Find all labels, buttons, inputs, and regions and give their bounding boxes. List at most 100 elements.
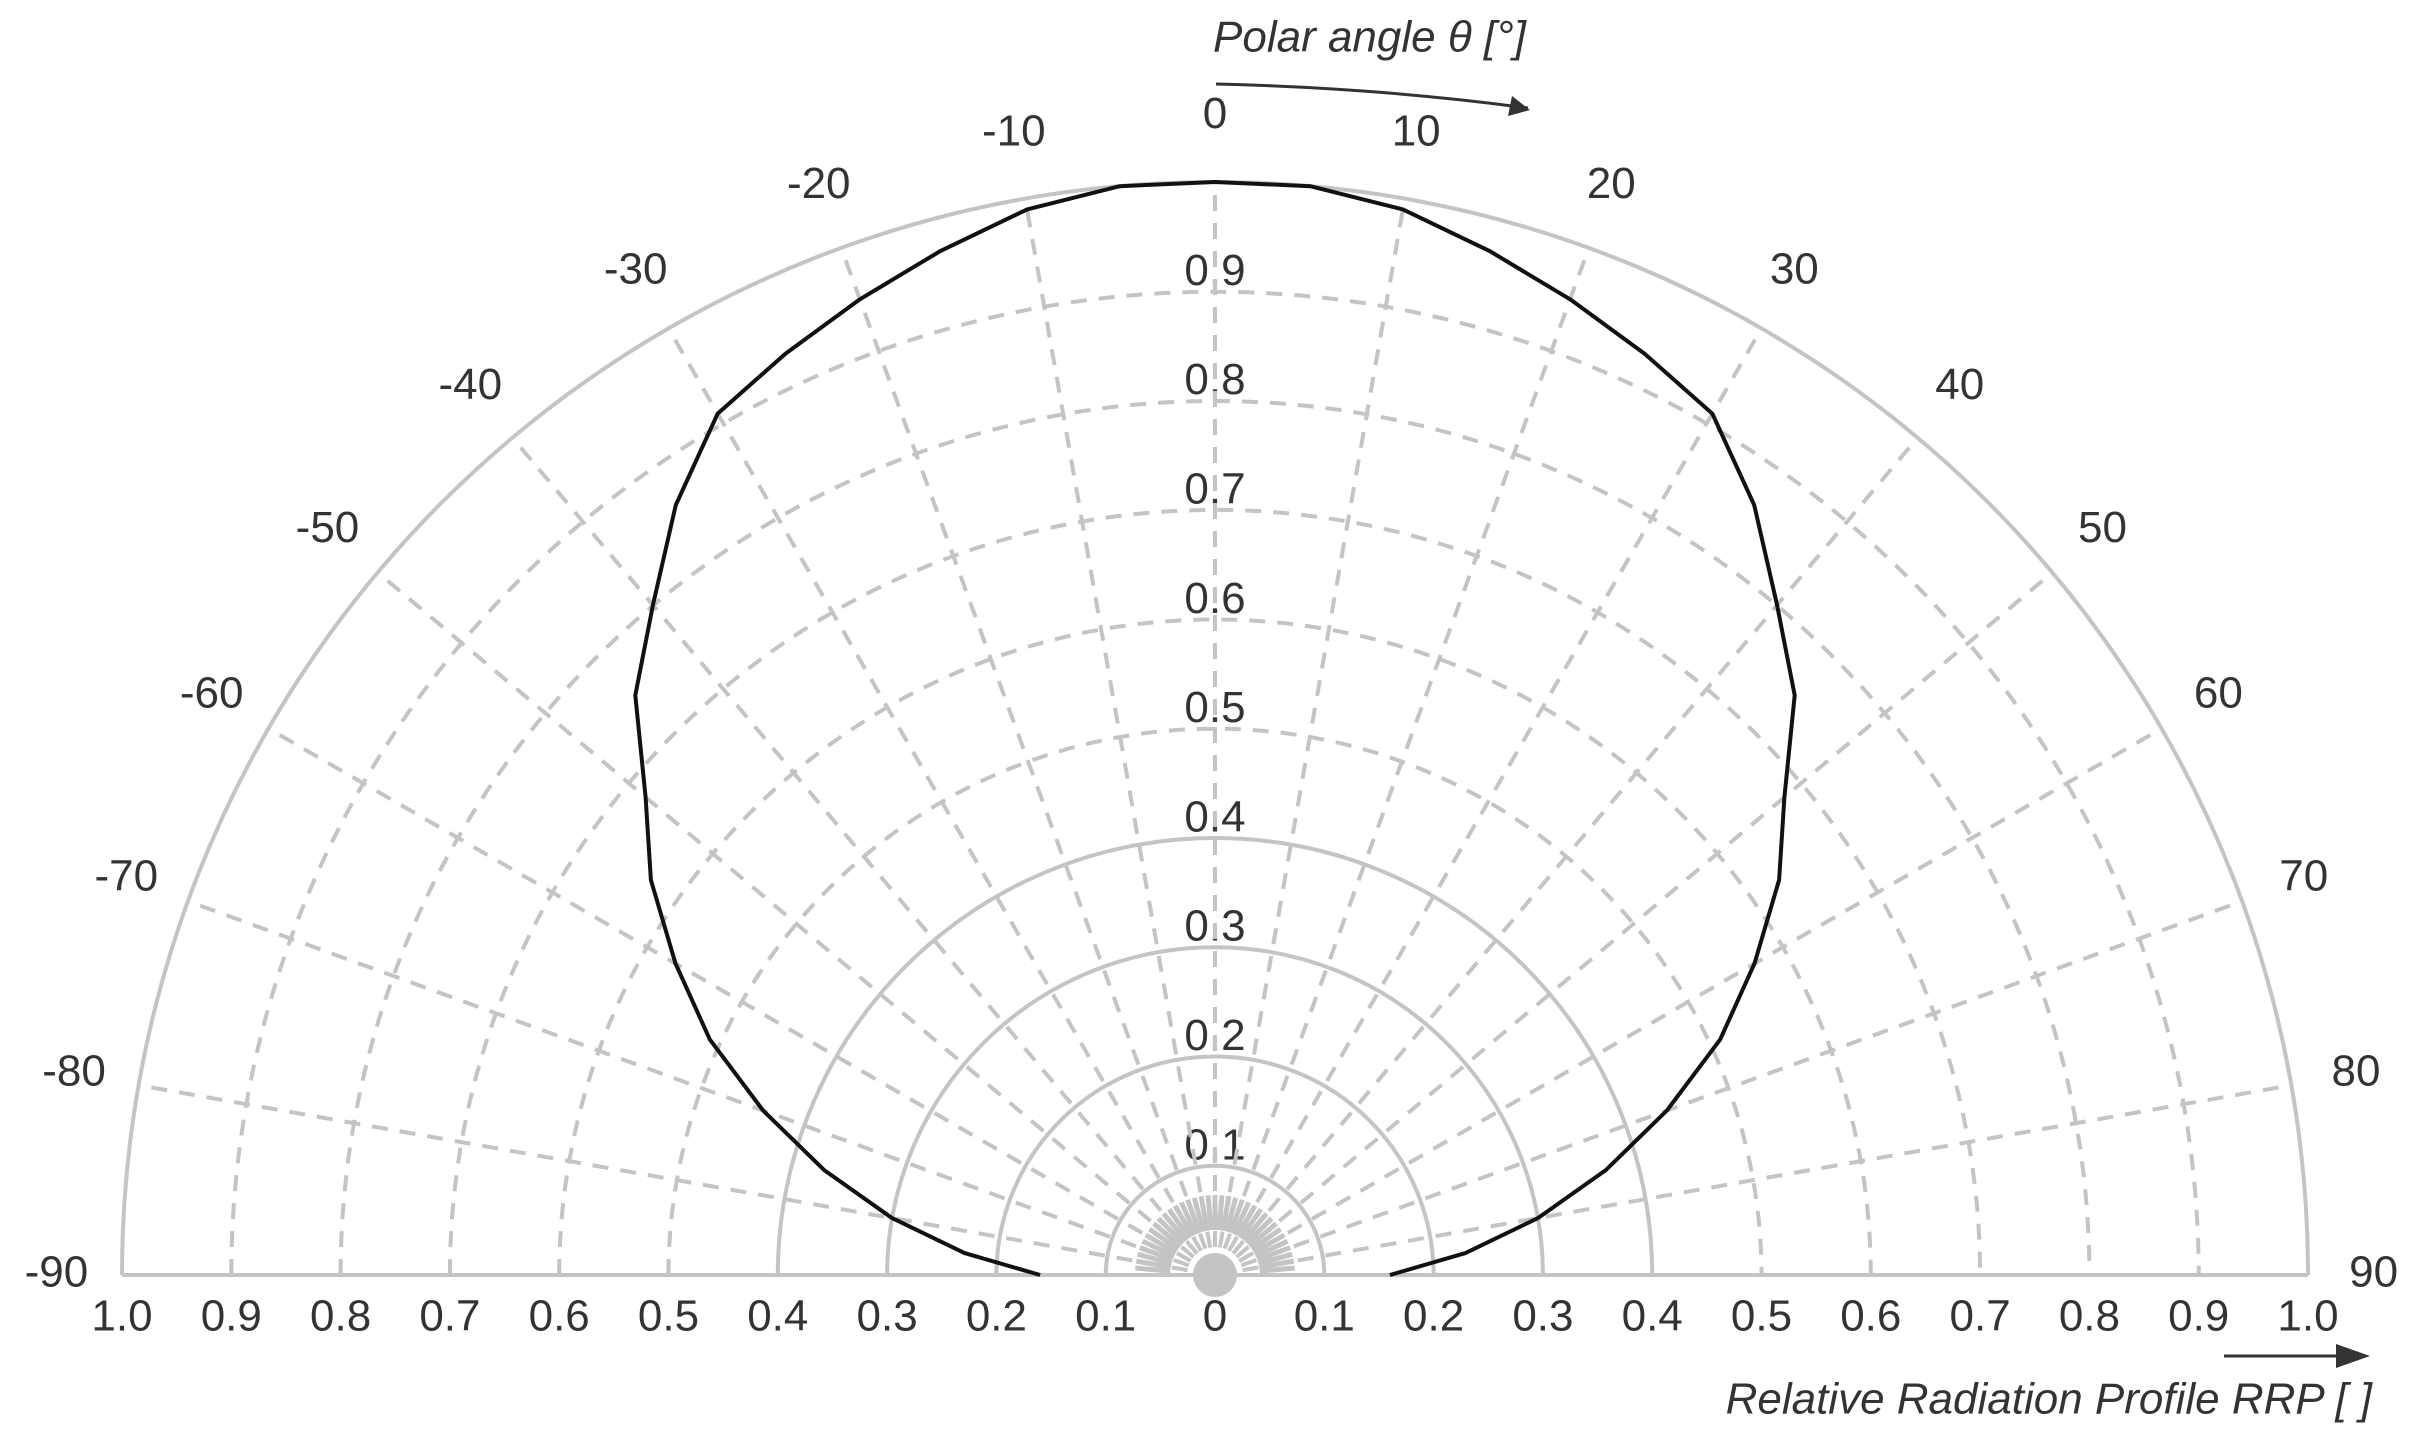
- angle-tick-label: 90: [2349, 1248, 2398, 1297]
- r-tick-label: 0.6: [1840, 1292, 1901, 1341]
- r-tick-label: 1.0: [2277, 1292, 2338, 1341]
- angle-tick-label: 80: [2332, 1046, 2381, 1095]
- rrp-curve: [633, 180, 1797, 1277]
- angle-tick-label: 20: [1587, 159, 1636, 208]
- angle-tick-label: 10: [1392, 107, 1441, 156]
- r-tick-label: 0.5: [638, 1292, 699, 1341]
- inner-spoke: [1185, 1198, 1202, 1234]
- angle-tick-label: -10: [982, 107, 1046, 156]
- inner-spoke: [1259, 1265, 1295, 1274]
- inner-spoke: [1245, 1216, 1274, 1245]
- radius-axis-title: Relative Radiation Profile RRP [ ]: [1726, 1375, 2374, 1424]
- inner-spoke: [1256, 1245, 1292, 1262]
- angle-tick-label: -90: [25, 1248, 89, 1297]
- r-tick-label: 0.2: [1403, 1292, 1464, 1341]
- angle-arrow: [1215, 82, 1529, 110]
- inner-spoke: [1137, 1251, 1173, 1266]
- inner-spoke: [1138, 1245, 1174, 1262]
- plot-area: [633, 180, 1797, 1277]
- r-tick-label: 0.7: [419, 1292, 480, 1341]
- inner-spoke: [1258, 1258, 1295, 1270]
- grid-circle: [994, 1054, 1436, 1276]
- angle-tick-label: 70: [2279, 851, 2328, 900]
- angle-tick-label: -20: [787, 159, 851, 208]
- grid-circle: [447, 507, 1983, 1276]
- grid-spoke: [376, 570, 1217, 1277]
- inner-spoke: [1161, 1212, 1188, 1243]
- inner-spoke: [1247, 1221, 1278, 1248]
- grid-spoke: [1213, 198, 1407, 1276]
- grid-spoke: [510, 436, 1217, 1277]
- grid-circle: [1103, 1163, 1327, 1276]
- inner-spoke: [1191, 1197, 1206, 1233]
- grid-spoke: [1213, 570, 2054, 1277]
- grid-circle: [666, 726, 1764, 1276]
- angle-tick-label: 40: [1935, 360, 1984, 409]
- inner-spoke: [1220, 1195, 1232, 1232]
- angle-tick-label: -60: [180, 668, 244, 717]
- grid-spoke: [187, 899, 1216, 1277]
- grid-spoke: [1213, 726, 2163, 1277]
- r-tick-label: 0.8: [310, 1292, 371, 1341]
- inner-spoke: [1172, 1204, 1195, 1238]
- grid-circle: [885, 945, 1545, 1276]
- grid-spoke: [1213, 247, 1591, 1276]
- r-tick-label: 1.0: [91, 1292, 152, 1341]
- grid-spoke: [666, 327, 1217, 1277]
- grid-spoke: [1023, 198, 1217, 1276]
- angle-tick-label: -70: [94, 851, 158, 900]
- r-tick-label: 0.1: [1075, 1292, 1136, 1341]
- inner-spoke: [1224, 1197, 1239, 1233]
- r-tick-label: 0.8: [2059, 1292, 2120, 1341]
- angle-tick-label: 50: [2078, 503, 2127, 552]
- inner-spoke: [1178, 1201, 1199, 1236]
- angle-tick-label: 0: [1203, 89, 1227, 138]
- angle-tick-label: -50: [296, 503, 360, 552]
- grid-spoke: [1214, 899, 2243, 1277]
- angle-tick-label: -80: [42, 1046, 106, 1095]
- inner-spoke: [1167, 1208, 1192, 1240]
- inner-spoke: [1235, 1204, 1258, 1238]
- grid-spoke: [839, 247, 1217, 1276]
- center-dot: [1193, 1253, 1237, 1297]
- inner-spoke: [1254, 1238, 1289, 1259]
- inner-spoke: [1250, 1227, 1282, 1252]
- angle-tick-label: -40: [438, 360, 502, 409]
- r-tick-label: 0.4: [1622, 1292, 1683, 1341]
- r-tick-label: 0.9: [201, 1292, 262, 1341]
- r-tick-label: 0.1: [1294, 1292, 1355, 1341]
- grid-spoke: [1213, 436, 1920, 1277]
- grid-circle: [775, 835, 1655, 1276]
- inner-spoke: [1148, 1227, 1180, 1252]
- inner-spoke: [1228, 1198, 1245, 1234]
- inner-spoke: [1156, 1216, 1185, 1245]
- grid-spoke: [267, 726, 1217, 1277]
- grid-spoke: [138, 1083, 1216, 1277]
- r-tick-label: 0.6: [529, 1292, 590, 1341]
- angle-arrowhead: [1508, 96, 1530, 116]
- inner-spoke: [1144, 1232, 1178, 1255]
- r-tick-label: 0.4: [747, 1292, 808, 1341]
- angle-tick-label: -30: [604, 244, 668, 293]
- r-tick-label: 0.2: [966, 1292, 1027, 1341]
- inner-spoke: [1242, 1212, 1269, 1243]
- inner-spoke: [1252, 1232, 1286, 1255]
- r-tick-label: 0.9: [2168, 1292, 2229, 1341]
- inner-spoke: [1231, 1201, 1252, 1236]
- r-tick-label: 0.3: [1512, 1292, 1573, 1341]
- inner-spoke: [1152, 1221, 1183, 1248]
- inner-spoke: [1216, 1195, 1225, 1231]
- angle-tick-label: 30: [1770, 244, 1819, 293]
- inner-spoke: [1205, 1195, 1214, 1231]
- r-tick-label: 0.3: [857, 1292, 918, 1341]
- radius-arrowhead: [2336, 1344, 2370, 1368]
- inner-spoke: [1257, 1251, 1293, 1266]
- grid: 00.1 0.10.10.2 0.20.20.3 0.30.30.4 0.40.40.5…: [25, 89, 2398, 1341]
- inner-spoke: [1238, 1208, 1263, 1240]
- inner-spoke: [1198, 1195, 1210, 1232]
- r-tick-label: 0.7: [1950, 1292, 2011, 1341]
- angle-tick-label: 60: [2194, 668, 2243, 717]
- grid-spoke: [1214, 1083, 2292, 1277]
- inner-spoke: [1141, 1238, 1176, 1259]
